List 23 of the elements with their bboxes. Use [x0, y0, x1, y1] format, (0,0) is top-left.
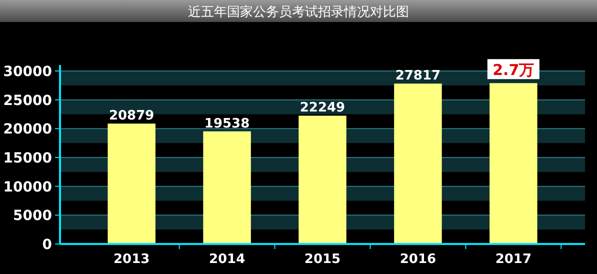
data-label: 22249 — [300, 100, 346, 116]
x-tick-label: 2017 — [495, 252, 532, 267]
x-tick-label: 2016 — [400, 252, 436, 267]
x-tick-label: 2013 — [113, 252, 150, 267]
bar — [394, 84, 442, 244]
y-tick-label: 15000 — [3, 150, 52, 166]
data-label: 27817 — [395, 68, 441, 84]
y-tick-label: 25000 — [3, 92, 52, 109]
data-label: 19538 — [204, 116, 250, 132]
bar — [298, 116, 346, 244]
y-tick-label: 10000 — [3, 179, 52, 196]
y-tick-label: 0 — [42, 237, 52, 253]
bar — [203, 131, 251, 244]
x-tick-label: 2014 — [208, 252, 246, 267]
x-tick-label: 2015 — [304, 252, 341, 267]
bar — [108, 124, 156, 244]
y-tick-label: 5000 — [13, 208, 52, 224]
y-tick-label: 20000 — [3, 122, 52, 138]
data-label: 20879 — [108, 108, 154, 124]
annotation: 2.7万 — [492, 61, 534, 80]
bar — [490, 83, 538, 244]
chart-title: 近五年国家公务员考试招录情况对比图 — [188, 4, 409, 20]
y-tick-label: 30000 — [3, 64, 52, 80]
